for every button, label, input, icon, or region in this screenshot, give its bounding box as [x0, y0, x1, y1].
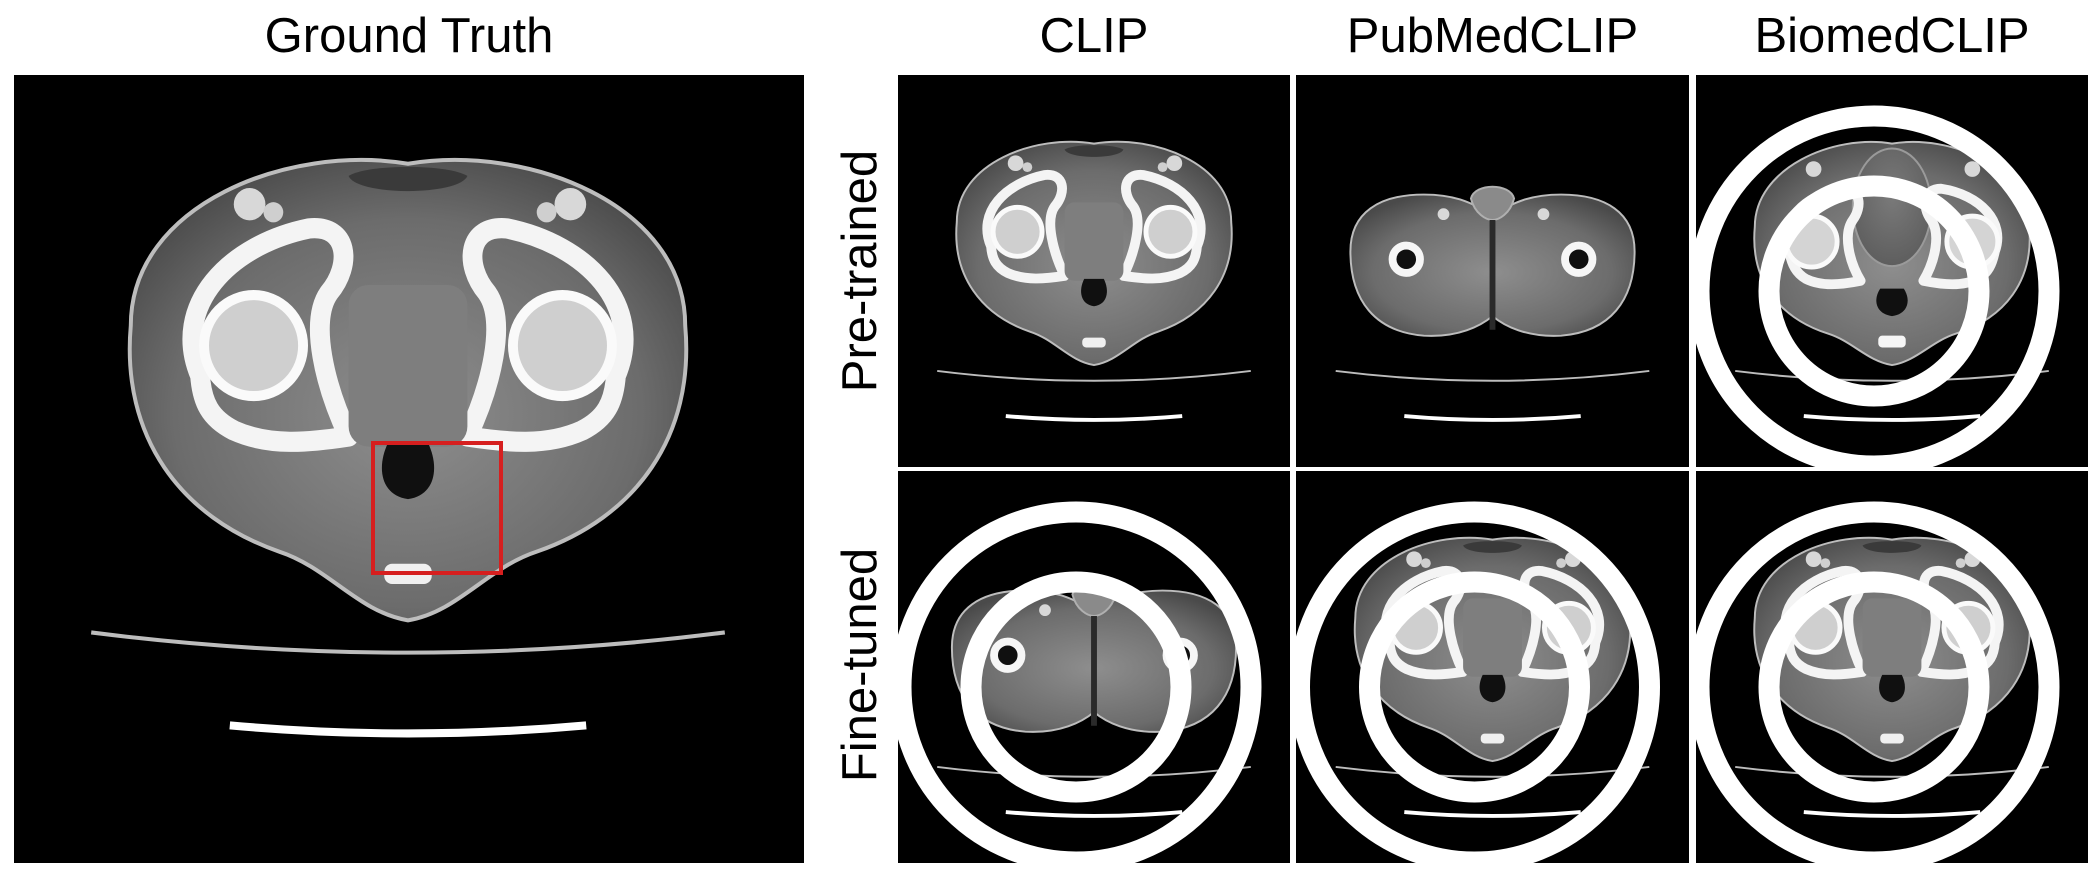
ground-truth-title: Ground Truth [264, 9, 554, 63]
panel-pretrained-pubmedclip [1296, 75, 1689, 467]
region-of-interest-box [371, 441, 503, 575]
row-label-fine-tuned: Fine-tuned [833, 547, 887, 783]
panel-finetuned-clip [898, 471, 1290, 863]
column-title-clip: CLIP [1039, 9, 1149, 63]
panel-pretrained-biomedclip [1696, 75, 2088, 467]
panel-pretrained-clip [898, 75, 1290, 467]
ground-truth-image [14, 75, 804, 863]
ring-marker-icon [1296, 491, 1671, 863]
ct-slice-thighs [1296, 75, 1689, 467]
ring-marker-icon [898, 491, 1272, 863]
ring-marker-icon [1696, 491, 2070, 863]
panel-finetuned-biomedclip [1696, 471, 2088, 863]
column-title-pubmedclip: PubMedCLIP [1346, 9, 1639, 63]
column-title-biomedclip: BiomedCLIP [1754, 9, 2030, 63]
row-label-pre-trained: Pre-trained [833, 149, 887, 393]
ring-marker-icon [1696, 95, 2070, 467]
panel-finetuned-pubmedclip [1296, 471, 1689, 863]
ct-slice-pelvis [898, 75, 1290, 467]
ground-truth-ct-slice [14, 75, 804, 863]
